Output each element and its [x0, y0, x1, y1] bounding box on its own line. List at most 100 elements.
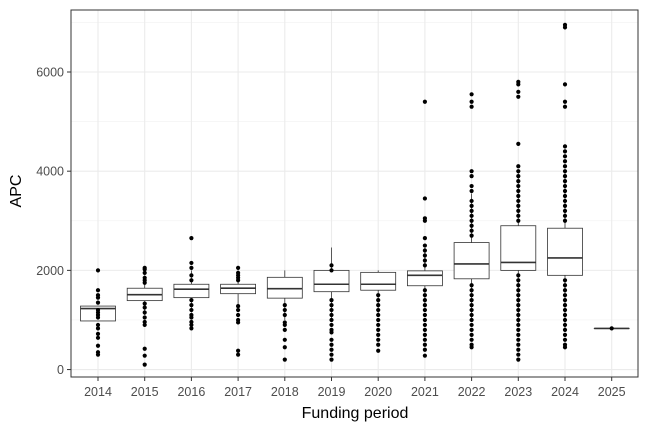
- outlier-point: [516, 89, 521, 94]
- outlier-point: [422, 347, 427, 352]
- outlier-point: [95, 331, 101, 336]
- outlier-point: [236, 348, 241, 353]
- outlier-point: [516, 293, 521, 298]
- outlier-point: [189, 265, 194, 270]
- outlier-point: [562, 154, 568, 159]
- box-body: [313, 269, 350, 293]
- outlier-point: [422, 288, 427, 293]
- outlier-point: [469, 99, 474, 104]
- outlier-point: [516, 327, 521, 332]
- outlier-point: [282, 320, 287, 325]
- outlier-point: [329, 342, 334, 347]
- outlier-point: [562, 198, 568, 204]
- outlier-point: [562, 312, 568, 318]
- outlier-point: [562, 317, 568, 323]
- outlier-point: [282, 327, 287, 332]
- outlier-point: [562, 293, 568, 298]
- outlier-point: [516, 183, 521, 189]
- outlier-point: [422, 196, 427, 201]
- outlier-point: [236, 352, 241, 357]
- outlier-point: [516, 198, 521, 204]
- outlier-point: [469, 218, 474, 223]
- outlier-point: [329, 352, 334, 357]
- box-layer: [80, 22, 630, 367]
- outlier-point: [562, 149, 568, 154]
- outlier-point: [562, 193, 568, 199]
- outlier-point: [516, 322, 521, 328]
- outlier-point: [562, 144, 568, 149]
- x-tick-label: 2022: [458, 385, 486, 399]
- box-body: [266, 276, 303, 299]
- outlier-point: [562, 82, 568, 87]
- outlier-point: [189, 322, 194, 328]
- outlier-point: [469, 337, 474, 342]
- outlier-point: [516, 347, 521, 352]
- outlier-point: [516, 79, 521, 85]
- outlier-point: [422, 332, 427, 337]
- box-body: [500, 225, 537, 271]
- x-tick-label: 2017: [224, 385, 252, 399]
- outlier-point: [516, 273, 521, 278]
- outlier-point: [469, 213, 474, 218]
- outlier-point: [142, 322, 147, 328]
- outlier-point: [422, 298, 427, 303]
- outlier-point: [189, 260, 194, 266]
- outlier-point: [189, 307, 194, 313]
- y-tick-label: 6000: [36, 65, 64, 79]
- outlier-point: [562, 104, 568, 109]
- box-2022: [453, 92, 490, 350]
- outlier-point: [282, 307, 287, 313]
- box-2018: [266, 270, 303, 362]
- outlier-point: [562, 278, 568, 283]
- outlier-point: [516, 203, 521, 208]
- outlier-point: [469, 342, 474, 347]
- outlier-point: [516, 357, 521, 362]
- outlier-point: [142, 315, 147, 320]
- outlier-point: [282, 302, 287, 308]
- outlier-point: [562, 307, 568, 313]
- outlier-point: [516, 312, 521, 318]
- outlier-point: [142, 265, 147, 270]
- outlier-point: [142, 346, 147, 351]
- outlier-point: [282, 337, 287, 342]
- outlier-point: [516, 317, 521, 323]
- x-tick-label: 2016: [177, 385, 205, 399]
- outlier-point: [469, 174, 474, 179]
- outlier-point: [376, 322, 381, 328]
- outlier-point: [562, 337, 568, 342]
- outlier-point: [516, 169, 521, 174]
- outlier-point: [329, 263, 334, 268]
- outlier-point: [329, 312, 334, 318]
- outlier-point: [376, 293, 381, 298]
- outlier-point: [189, 319, 194, 325]
- outlier-point: [282, 357, 287, 362]
- outlier-point: [469, 92, 474, 97]
- outlier-point: [95, 322, 101, 328]
- outlier-point: [282, 345, 287, 350]
- outlier-point: [422, 317, 427, 323]
- y-tick-label: 2000: [36, 264, 64, 278]
- outlier-point: [329, 302, 334, 308]
- outlier-point: [469, 332, 474, 337]
- outlier-point: [329, 317, 334, 323]
- box-2025: [593, 326, 630, 331]
- box-2015: [126, 265, 163, 367]
- outlier-point: [469, 104, 474, 109]
- x-axis-title: Funding period: [302, 405, 409, 422]
- outlier-point: [516, 213, 521, 218]
- outlier-point: [469, 288, 474, 293]
- box-2023: [500, 79, 537, 362]
- outlier-point: [422, 327, 427, 332]
- outlier-point: [516, 298, 521, 303]
- outlier-point: [516, 164, 521, 169]
- outlier-point: [469, 293, 474, 298]
- outlier-point: [516, 179, 521, 184]
- box-body: [360, 271, 397, 291]
- x-tick-label: 2023: [504, 385, 532, 399]
- x-tick-label: 2024: [551, 385, 579, 399]
- box-2020: [360, 270, 397, 353]
- outlier-point: [469, 223, 474, 228]
- outlier-point: [376, 317, 381, 323]
- outlier-point: [562, 332, 568, 337]
